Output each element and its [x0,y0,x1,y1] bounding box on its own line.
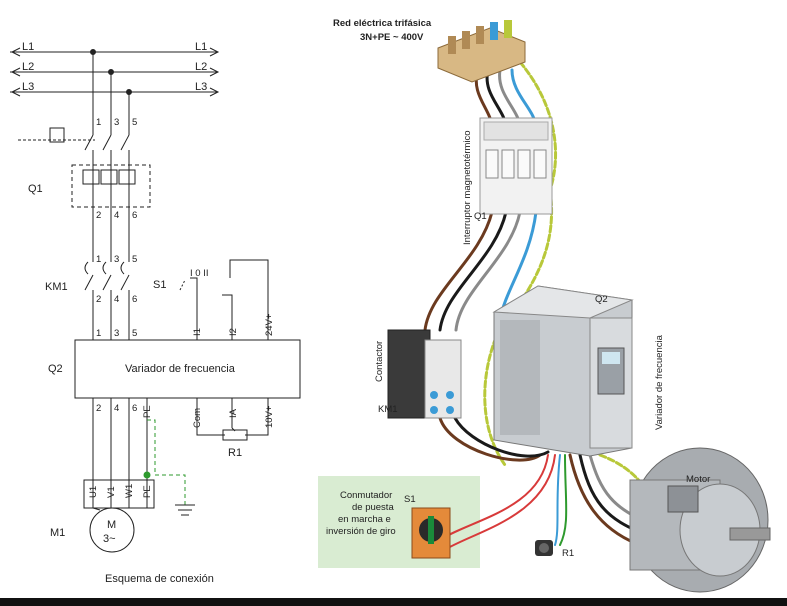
drive-caption: Variador de frecuencia [654,334,665,430]
schematic-caption: Esquema de conexión [105,573,214,585]
line-l3-label-right: L3 [195,81,207,93]
pot-tag: R1 [562,548,574,559]
schematic [10,47,301,553]
m1-label: M1 [50,527,65,539]
q1-bot-4: 4 [114,210,119,221]
bottom-border [0,598,787,606]
km1-top-1: 1 [96,254,101,265]
q2-ctrl-i1: I1 [192,328,203,336]
q1-top-3: 3 [114,117,119,128]
q2-an-10v: 10V+ [264,405,275,428]
illustration-wires [423,60,662,549]
switch-caption-3: en marcha e [338,514,391,525]
motor-term-pe: PE [142,485,153,498]
drive-tag: Q2 [595,294,608,305]
contactor-device [387,329,462,419]
switch-caption-2: de puesta [352,502,394,513]
km1-bot-2: 2 [96,294,101,305]
motor-term-w1: W1 [124,484,135,498]
q1-top-5: 5 [132,117,137,128]
motor-caption: Motor [686,474,710,485]
r1-label: R1 [228,447,242,459]
line-l1-label-right: L1 [195,41,207,53]
motor-device [629,447,771,593]
motor-term-v1: V1 [106,486,117,498]
switch-s1-device [411,507,451,559]
line-l2-label: L2 [22,61,34,73]
breaker-caption: Interruptor magnetotérmico [462,130,473,245]
q1-top-1: 1 [96,117,101,128]
q2-ctrl-i2: I2 [228,328,239,336]
network-terminal-block [437,20,526,83]
q2-title: Variador de frecuencia [125,363,236,375]
q2-in-1: 1 [96,328,101,339]
q2-label: Q2 [48,363,63,375]
q2-out-4: 4 [114,403,119,414]
s1-label: S1 [153,279,166,291]
motor-term-u1: U1 [88,486,99,498]
q2-out-6: 6 [132,403,137,414]
q1-label: Q1 [28,183,43,195]
switch-tag: S1 [404,494,416,505]
q2-out-pe: PE [142,405,153,418]
q2-in-5: 5 [132,328,137,339]
s1-positions: I 0 II [190,268,208,279]
q1-bot-2: 2 [96,210,101,221]
q2-out-2: 2 [96,403,101,414]
q2-an-com: Com [192,408,203,428]
breaker-tag: Q1 [474,211,487,222]
km1-top-3: 3 [114,254,119,265]
q2-ctrl-24v: 24V+ [264,313,275,336]
q1-bot-6: 6 [132,210,137,221]
line-l3-label: L3 [22,81,34,93]
line-l2-label-right: L2 [195,61,207,73]
drive-device [492,285,634,457]
network-label-1: Red eléctrica trifásica [333,18,432,29]
switch-caption-4: inversión de giro [326,526,396,537]
q2-an-ia: IA [228,408,239,418]
switch-caption-1: Conmutador [340,490,392,501]
km1-bot-4: 4 [114,294,119,305]
km1-label: KM1 [45,281,68,293]
contactor-caption: Contactor [374,341,385,382]
line-l1-label: L1 [22,41,34,53]
network-label-2: 3N+PE ~ 400V [360,32,424,43]
switch-panel [318,476,480,568]
illustration-labels: Red eléctrica trifásica 3N+PE ~ 400V Int… [326,18,710,559]
motor-sub: 3~ [103,533,116,545]
potentiometer-r1 [535,540,553,556]
q2-in-3: 3 [114,328,119,339]
km1-bot-6: 6 [132,294,137,305]
motor-symbol: M [107,519,116,531]
breaker-device [479,117,553,215]
schematic-labels: L1 L2 L3 L1 L2 L3 Q1 1 3 5 2 4 6 KM1 1 3… [22,41,275,585]
km1-top-5: 5 [132,254,137,265]
contactor-tag: KM1 [378,404,398,415]
